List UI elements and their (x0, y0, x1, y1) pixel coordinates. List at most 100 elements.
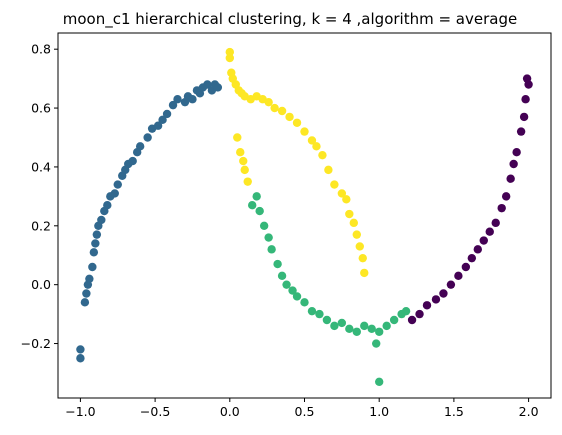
data-point (375, 327, 384, 336)
data-point (342, 195, 351, 204)
x-tick-label: 1.5 (444, 404, 464, 419)
data-point (415, 309, 424, 319)
data-point (233, 133, 242, 142)
data-point (88, 262, 97, 272)
data-point (473, 245, 482, 254)
data-point (225, 47, 234, 57)
y-tick-label: 0.0 (31, 277, 51, 292)
data-point (225, 53, 234, 63)
data-point (375, 377, 384, 387)
data-point (360, 268, 369, 278)
data-point (461, 262, 471, 272)
data-point (277, 271, 287, 281)
data-point (431, 295, 441, 304)
data-point (239, 156, 248, 166)
points-layer (76, 47, 533, 387)
data-point (519, 112, 529, 122)
data-point (446, 280, 456, 289)
data-point (522, 74, 532, 83)
plot-frame (57, 32, 552, 399)
data-point (506, 174, 515, 183)
data-point (103, 201, 112, 210)
data-point (509, 159, 518, 169)
data-point (203, 80, 212, 89)
data-point (85, 274, 94, 283)
data-point (491, 218, 500, 228)
data-point (322, 315, 332, 325)
data-point (273, 259, 282, 269)
data-point (367, 324, 376, 334)
data-point (401, 306, 411, 316)
axes-layer: −1.0 −0.5 0.0 0.5 1.0 1.5 2.0 −0.2 0.0 0.2 0.4 0.6 0… (21, 42, 539, 419)
data-point (213, 83, 223, 92)
data-point (300, 298, 309, 307)
data-point (497, 203, 506, 213)
data-point (97, 215, 106, 225)
data-point (358, 253, 367, 263)
data-point (454, 271, 463, 281)
data-point (252, 192, 261, 201)
data-point (337, 189, 347, 198)
data-point (360, 321, 369, 331)
y-tick-label: 0.6 (31, 101, 51, 116)
data-point (352, 327, 361, 336)
x-tick-label: 1.0 (369, 404, 389, 419)
data-point (324, 165, 333, 175)
data-point (267, 245, 276, 254)
data-point (285, 112, 294, 122)
data-point (318, 150, 327, 160)
data-point (422, 301, 432, 310)
data-point (288, 286, 297, 295)
data-point (162, 109, 172, 119)
data-point (349, 218, 358, 228)
data-point (312, 142, 321, 151)
data-point (80, 298, 90, 307)
data-point (277, 106, 287, 116)
y-tick-label: 0.8 (31, 42, 51, 57)
data-point (337, 318, 347, 328)
x-tick-label: 2.0 (519, 404, 539, 419)
data-point (89, 248, 99, 257)
data-point (135, 142, 145, 151)
data-point (240, 165, 249, 175)
data-point (479, 236, 488, 245)
data-point (92, 230, 102, 239)
data-point (153, 121, 163, 130)
data-point (389, 315, 399, 325)
x-tick-label: 0.5 (295, 404, 315, 419)
data-point (76, 354, 85, 363)
x-tick-label: 0.0 (220, 404, 240, 419)
data-point (516, 127, 526, 136)
data-point (407, 315, 417, 325)
data-point (501, 192, 511, 201)
data-point (330, 321, 339, 331)
data-point (82, 289, 91, 298)
data-point (439, 289, 448, 298)
x-tick-label: −0.5 (140, 404, 170, 419)
y-tick-label: −0.2 (21, 336, 51, 351)
data-point (372, 339, 381, 348)
data-point (91, 239, 100, 248)
data-point (485, 227, 494, 236)
data-point (264, 97, 273, 107)
data-point (512, 148, 521, 157)
data-point (248, 201, 257, 210)
chart-title: moon_c1 hierarchical clustering, k = 4 ,… (63, 10, 517, 29)
y-tick-label: 0.2 (31, 218, 51, 233)
data-point (292, 292, 302, 301)
data-point (355, 242, 364, 251)
data-point (467, 253, 477, 263)
data-point (236, 148, 245, 157)
data-point (168, 100, 178, 110)
data-point (345, 324, 354, 334)
data-point (307, 306, 317, 316)
data-point (282, 280, 291, 289)
data-point (255, 206, 264, 216)
data-point (270, 103, 279, 113)
data-point (259, 221, 269, 230)
data-point (110, 189, 119, 198)
data-point (188, 95, 197, 104)
data-point (143, 133, 152, 142)
